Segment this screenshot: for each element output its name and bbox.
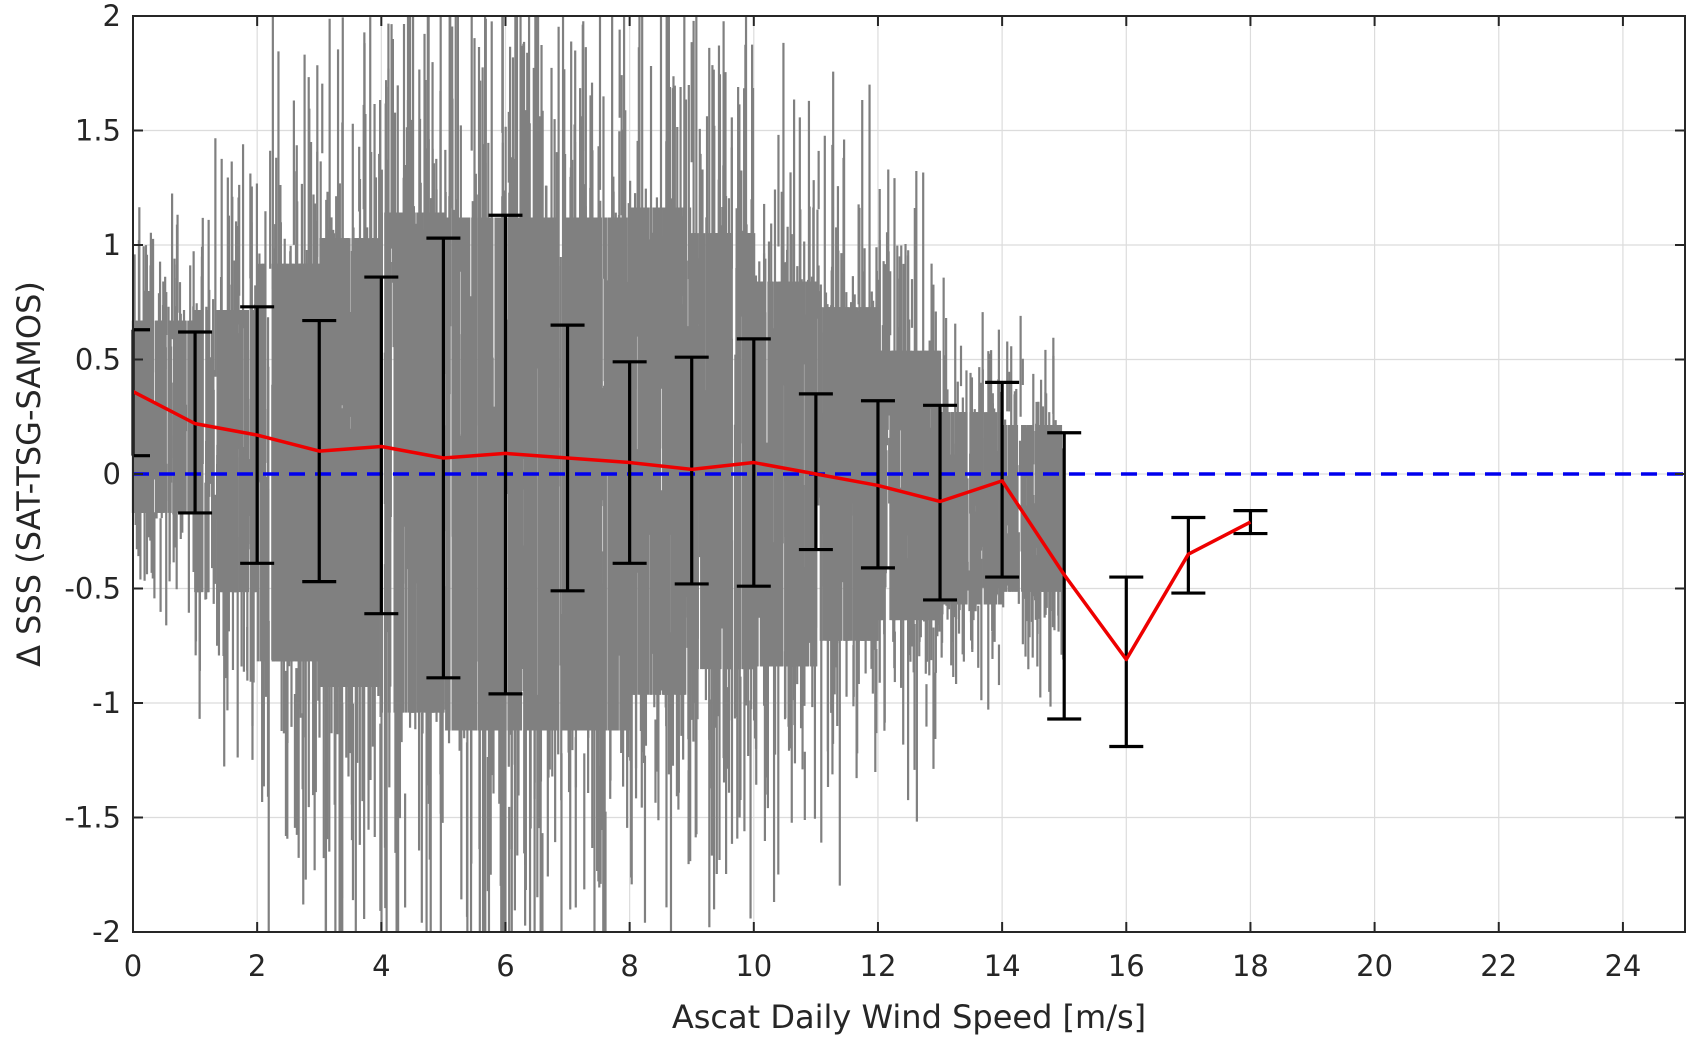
y-tick-label: 0.5 [75, 343, 121, 377]
mean-line [132, 390, 1252, 662]
x-tick-label: 6 [496, 949, 514, 983]
y-tick-label: -1.5 [64, 801, 121, 835]
error-bar [1109, 575, 1144, 749]
x-tick-label: 24 [1604, 949, 1641, 983]
x-tick-label: 16 [1108, 949, 1145, 983]
y-axis-label: Δ SSS (SAT-TSG-SAMOS) [10, 281, 48, 667]
x-tick-label: 0 [124, 949, 142, 983]
axis-ticks: 0 2 4 6 8 10 12 14 16 18 20 22 2421.510.50-0.5-1-1.5… [64, 0, 1685, 983]
y-tick-label: -0.5 [64, 572, 121, 606]
x-tick-label: 2 [248, 949, 266, 983]
x-tick-label: 4 [372, 949, 390, 983]
y-tick-label: 0 [103, 457, 121, 491]
x-tick-label: 14 [984, 949, 1021, 983]
y-tick-label: -2 [92, 915, 121, 949]
x-tick-label: 8 [620, 949, 638, 983]
x-axis-label: Ascat Daily Wind Speed [m/s] [672, 998, 1146, 1036]
error-bar [798, 392, 833, 552]
error-bar [1233, 509, 1268, 536]
y-tick-label: -1 [92, 686, 121, 720]
y-tick-label: 1.5 [75, 114, 121, 148]
mean-line-path [132, 390, 1252, 662]
x-tick-label: 12 [860, 949, 897, 983]
y-tick-label: 1 [103, 228, 121, 262]
x-tick-label: 20 [1356, 949, 1393, 983]
x-tick-label: 22 [1480, 949, 1517, 983]
y-tick-label: 2 [103, 0, 121, 33]
x-tick-label: 10 [735, 949, 772, 983]
x-tick-label: 18 [1232, 949, 1269, 983]
